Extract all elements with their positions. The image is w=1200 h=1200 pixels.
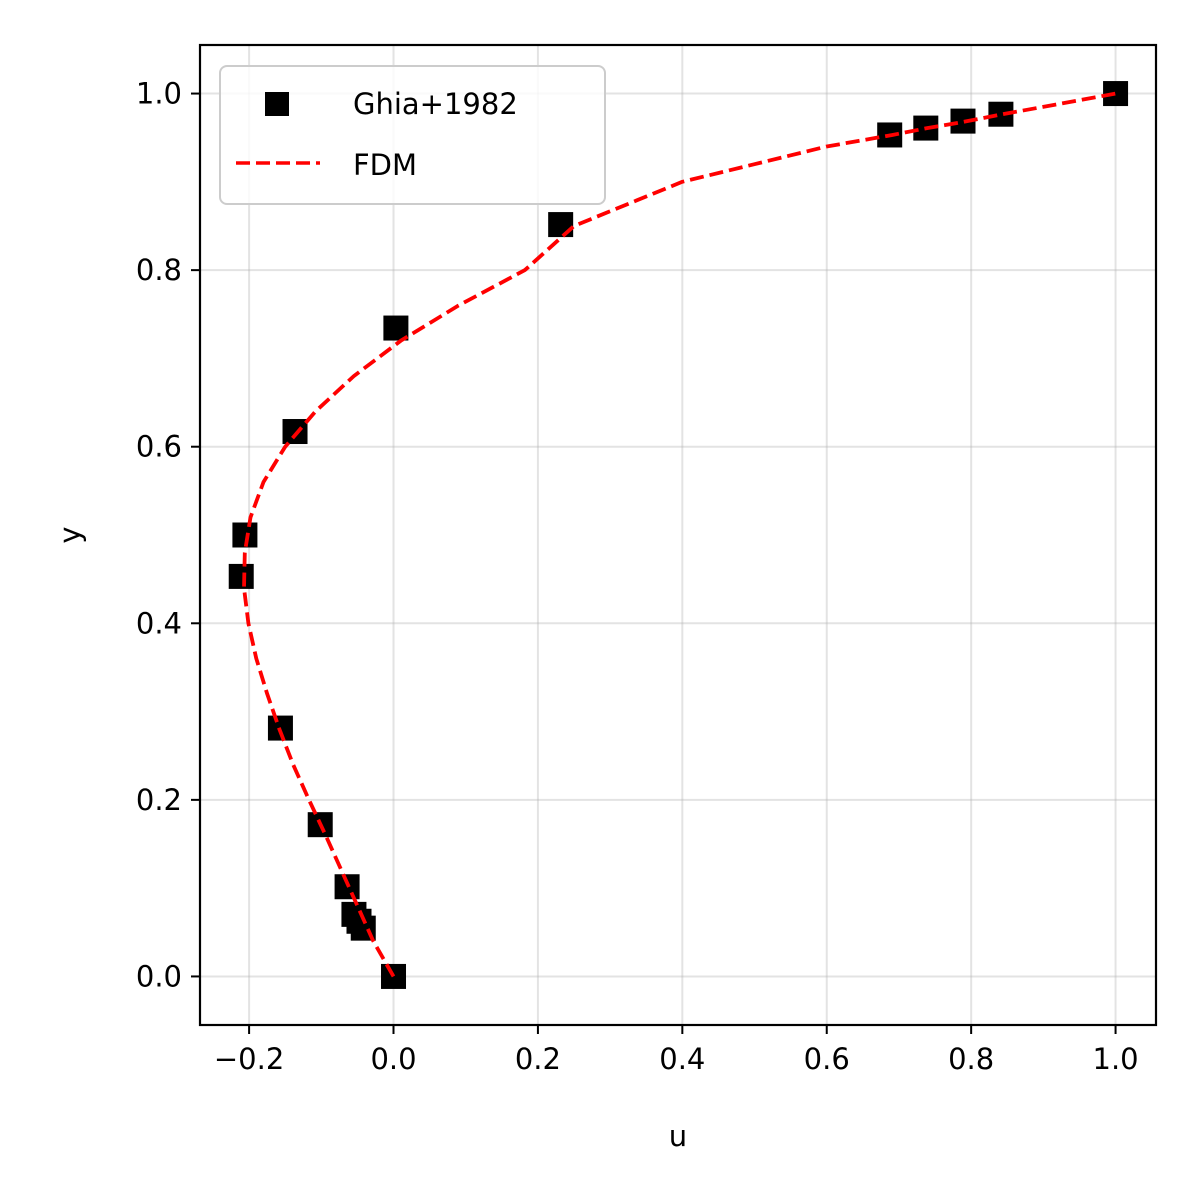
x-tick-label: 1.0 [1093,1042,1139,1076]
y-tick-label: 1.0 [136,77,182,111]
x-tick-label: 0.6 [804,1042,850,1076]
x-axis-ticks: −0.2 0.0 0.2 0.4 0.6 0.8 1.0 [214,1025,1139,1076]
x-tick-label: −0.2 [214,1042,284,1076]
x-tick-label: 0.4 [659,1042,705,1076]
ghia-data-point [548,212,574,238]
y-tick-label: 0.8 [136,253,182,287]
legend-label-fdm: FDM [353,148,417,182]
plot-frame [198,43,1158,1027]
y-axis-label: y [53,526,87,543]
fdm-line [242,91,1116,978]
x-tick-label: 0.2 [515,1042,561,1076]
legend: Ghia+1982 FDM [219,65,606,205]
x-axis-label: u [669,1119,687,1153]
y-tick-label: 0.6 [136,430,182,464]
y-tick-label: 0.2 [136,783,182,817]
ghia-data-point [228,563,254,589]
grid [200,45,1156,1025]
y-tick-label: 0.4 [136,606,182,640]
ghia-data-point [383,315,409,341]
y-axis-ticks: 0.0 0.2 0.4 0.6 0.8 1.0 [136,77,200,993]
ghia-data-point [381,963,407,989]
x-tick-label: 0.0 [370,1042,416,1076]
x-tick-label: 0.8 [948,1042,994,1076]
ghia-data-point [282,419,308,445]
fdm-series [242,91,1116,978]
legend-label-ghia: Ghia+1982 [353,87,518,121]
legend-frame [219,65,606,205]
legend-square-marker-icon [265,92,289,116]
y-tick-label: 0.0 [136,959,182,993]
ghia-series [228,81,1129,989]
